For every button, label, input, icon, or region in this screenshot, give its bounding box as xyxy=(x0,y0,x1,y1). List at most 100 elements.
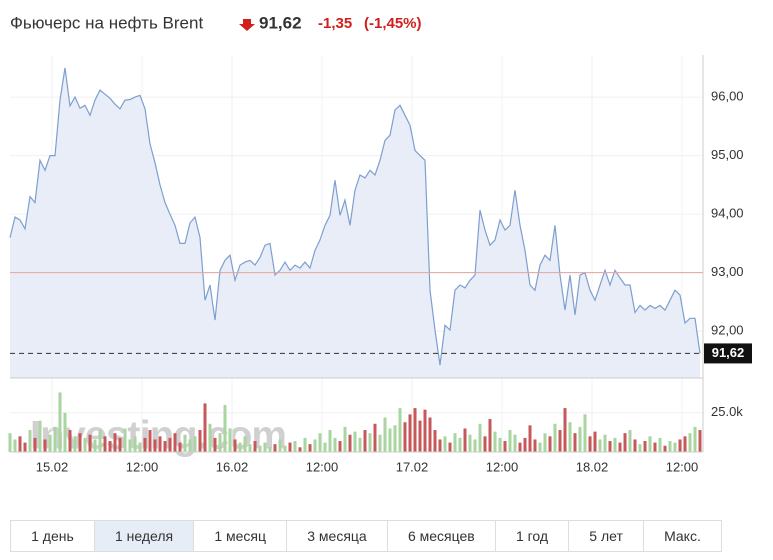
volume-bar xyxy=(318,433,322,452)
volume-bar xyxy=(328,430,332,452)
volume-bar xyxy=(398,408,402,452)
volume-bar xyxy=(473,439,477,452)
volume-bar xyxy=(573,433,577,452)
volume-bar xyxy=(73,436,77,452)
volume-bar xyxy=(538,442,542,452)
volume-bar xyxy=(263,442,267,452)
volume-bar xyxy=(228,428,232,452)
volume-bar xyxy=(668,441,672,452)
volume-bar xyxy=(558,430,562,452)
volume-bar xyxy=(453,433,457,452)
title: Фьючерс на нефть Brent xyxy=(10,13,203,32)
volume-bar xyxy=(353,431,357,452)
range-button[interactable]: 1 месяц xyxy=(194,521,288,551)
volume-bar xyxy=(638,444,642,452)
volume-bar xyxy=(693,426,697,452)
volume-bar xyxy=(608,441,612,452)
volume-bar xyxy=(513,434,517,452)
volume-bar xyxy=(503,441,507,452)
volume-bar xyxy=(198,430,202,452)
volume-bar xyxy=(188,439,192,452)
volume-bar xyxy=(553,423,557,452)
volume-bar xyxy=(508,430,512,452)
volume-bar xyxy=(93,439,97,452)
range-button[interactable]: 1 год xyxy=(496,521,570,551)
volume-bar xyxy=(663,445,667,452)
x-tick-label: 17.02 xyxy=(396,459,429,474)
volume-bar xyxy=(253,441,257,452)
price: 91,62 xyxy=(259,13,302,32)
x-tick-label: 12:00 xyxy=(306,459,339,474)
volume-bar xyxy=(283,445,287,452)
range-button[interactable]: Макс. xyxy=(664,528,701,544)
y-tick-label: 93,00 xyxy=(711,264,744,279)
volume-bar xyxy=(593,431,597,452)
volume-bar xyxy=(333,437,337,452)
volume-bar xyxy=(148,430,152,452)
range-button[interactable]: 3 месяца xyxy=(287,521,388,551)
volume-bar xyxy=(543,433,547,452)
volume-bar xyxy=(78,433,82,452)
volume-bar xyxy=(433,430,437,452)
volume-bar xyxy=(128,439,132,452)
volume-bar xyxy=(533,439,537,452)
volume-bar xyxy=(48,434,52,452)
volume-bar xyxy=(448,442,452,452)
volume-bar xyxy=(423,409,427,452)
volume-bar xyxy=(383,417,387,452)
volume-bar xyxy=(548,436,552,452)
x-tick-label: 12:00 xyxy=(486,459,519,474)
volume-bar xyxy=(628,430,632,452)
volume-bar xyxy=(568,422,572,452)
volume-bar xyxy=(278,439,282,452)
volume-bar xyxy=(498,437,502,452)
range-button[interactable]: 1 день xyxy=(11,521,95,551)
volume-bar xyxy=(618,442,622,452)
volume-bar xyxy=(443,436,447,452)
volume-bar xyxy=(338,441,342,452)
volume-bar xyxy=(108,441,112,452)
y-tick-label: 96,00 xyxy=(711,89,744,104)
volume-bar xyxy=(578,426,582,452)
y-tick-label: 92,00 xyxy=(711,323,744,338)
volume-bar xyxy=(678,439,682,452)
x-tick-label: 18.02 xyxy=(576,459,609,474)
volume-bar xyxy=(33,437,37,452)
volume-bar xyxy=(158,436,162,452)
volume-bar xyxy=(203,403,207,452)
change-pct: (-1,45%) xyxy=(364,15,422,32)
volume-bar xyxy=(223,404,227,452)
volume-bar xyxy=(528,425,532,452)
x-tick-label: 15.02 xyxy=(36,459,69,474)
volume-bar xyxy=(483,436,487,452)
volume-bar xyxy=(313,439,317,452)
volume-bar xyxy=(388,428,392,452)
last-price-label: 91,62 xyxy=(712,345,745,360)
volume-bar xyxy=(98,430,102,452)
range-button[interactable]: 6 месяцев xyxy=(388,521,496,551)
range-button[interactable]: 5 лет xyxy=(569,521,644,551)
volume-bar xyxy=(238,442,242,452)
volume-bar xyxy=(373,423,377,452)
volume-bar xyxy=(613,437,617,452)
volume-bar xyxy=(603,434,607,452)
volume-bar xyxy=(293,441,297,452)
volume-bar xyxy=(348,434,352,452)
volume-bar xyxy=(643,441,647,452)
volume-bar xyxy=(183,434,187,452)
range-button[interactable]: 1 неделя xyxy=(94,521,195,551)
chart: Фьючерс на нефть Brent 91,62 -1,35 (-1,4… xyxy=(8,13,752,474)
volume-bar xyxy=(428,417,432,452)
volume-bar xyxy=(323,442,327,452)
volume-bar xyxy=(133,436,137,452)
volume-bar xyxy=(123,428,127,452)
volume-bar xyxy=(68,430,72,452)
volume-bar xyxy=(13,439,17,452)
volume-bar xyxy=(658,437,662,452)
volume-bar xyxy=(83,437,87,452)
volume-bar xyxy=(248,444,252,452)
volume-bar xyxy=(463,428,467,452)
down-arrow xyxy=(239,19,255,31)
volume-bar xyxy=(598,439,602,452)
